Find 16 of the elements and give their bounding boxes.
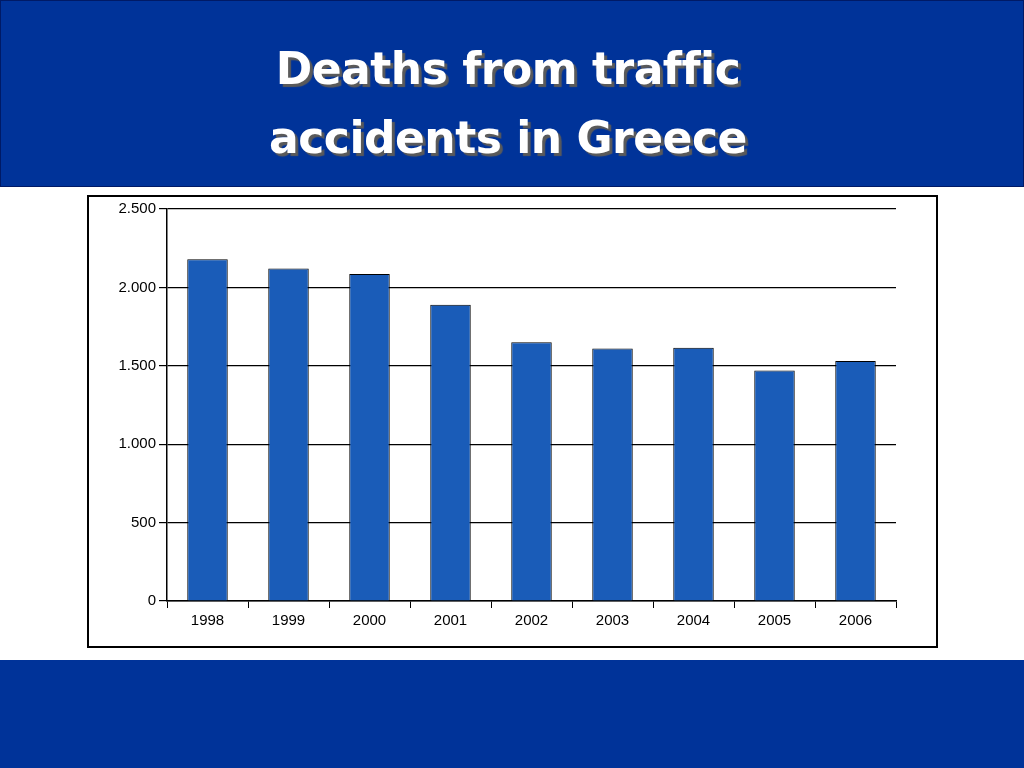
y-tick-label: 2.500 <box>118 199 156 217</box>
x-tick-label: 2006 <box>838 611 873 629</box>
x-tick-label: 2000 <box>352 611 387 629</box>
x-tick-label: 2005 <box>757 611 792 629</box>
y-tick-label: 2.000 <box>118 277 156 295</box>
x-tick-label: 1999 <box>271 611 306 629</box>
y-tick-label: 0 <box>147 591 156 609</box>
y-tick-label: 500 <box>130 512 156 530</box>
y-tick-label: 1.500 <box>118 355 156 373</box>
y-tick-label: 1.000 <box>118 434 156 452</box>
chart-title: Deaths from traffic accidents in Greece <box>268 42 748 165</box>
x-tick-label: 2002 <box>514 611 549 629</box>
x-tick-label: 2001 <box>433 611 468 629</box>
x-tick-label: 2004 <box>676 611 711 629</box>
x-tick-label: 1998 <box>190 611 225 629</box>
x-tick-label: 2003 <box>595 611 630 629</box>
